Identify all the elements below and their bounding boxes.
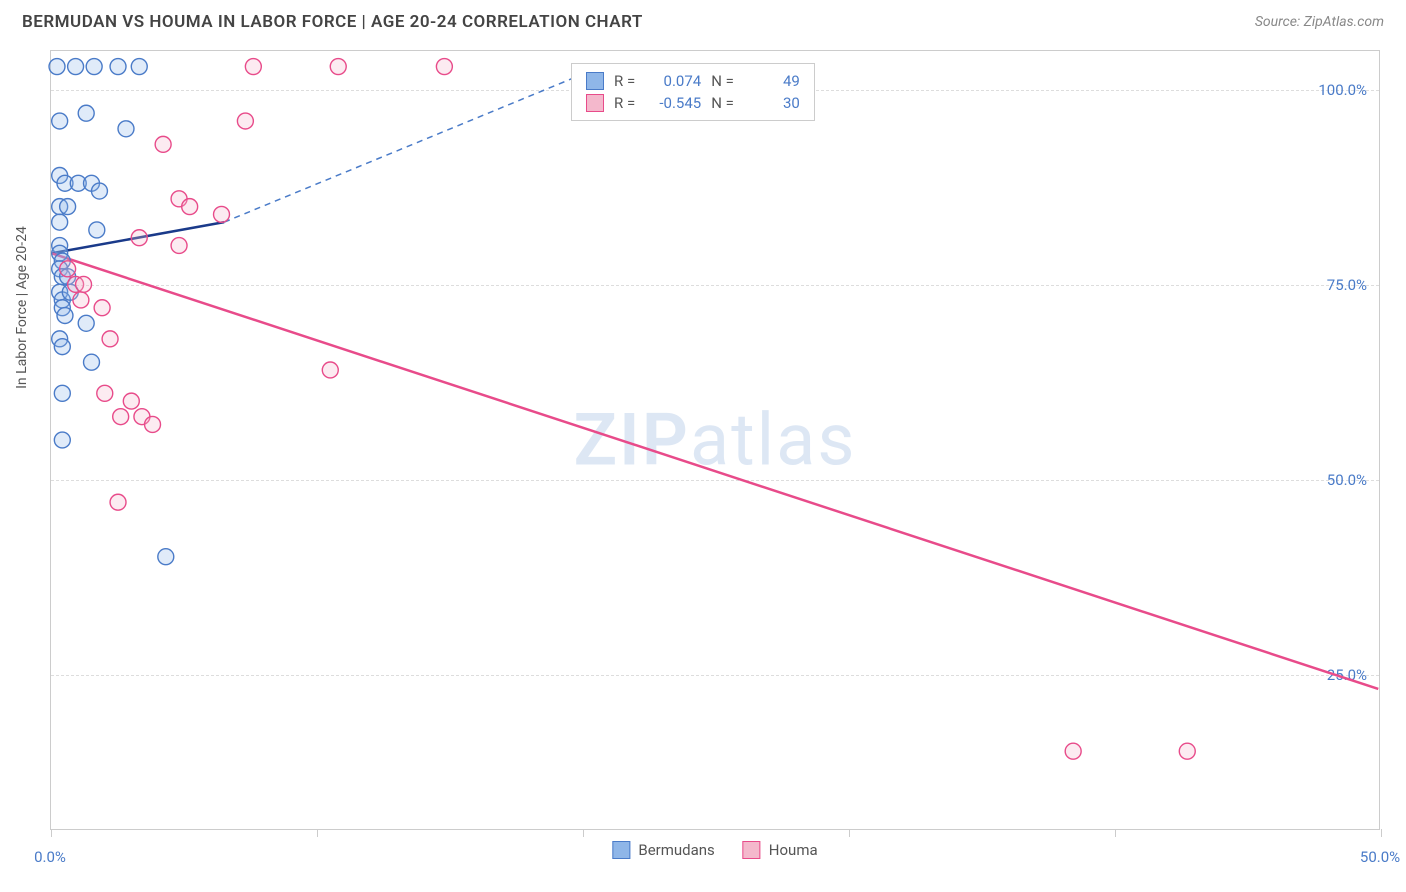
- data-point: [84, 354, 100, 370]
- trend-line: [52, 253, 1379, 689]
- data-point: [245, 59, 261, 75]
- data-point: [171, 238, 187, 254]
- data-point: [78, 105, 94, 121]
- data-point: [237, 113, 253, 129]
- x-tick-label: 50.0%: [1360, 848, 1400, 866]
- data-point: [322, 362, 338, 378]
- x-tick: [317, 829, 318, 837]
- data-point: [54, 339, 70, 355]
- data-point: [94, 300, 110, 316]
- r-value-bermudans: 0.074: [645, 72, 701, 90]
- data-point: [49, 59, 65, 75]
- trend-line-dashed: [224, 74, 582, 222]
- data-point: [54, 432, 70, 448]
- legend-item-houma: Houma: [743, 841, 818, 859]
- legend-row-bermudans: R = 0.074 N = 49: [586, 70, 800, 92]
- n-value-houma: 30: [744, 94, 800, 112]
- data-point: [86, 59, 102, 75]
- data-point: [102, 331, 118, 347]
- data-point: [214, 206, 230, 222]
- chart-title: BERMUDAN VS HOUMA IN LABOR FORCE | AGE 2…: [22, 12, 643, 32]
- x-tick: [1115, 829, 1116, 837]
- n-value-bermudans: 49: [744, 72, 800, 90]
- data-point: [54, 385, 70, 401]
- data-point: [73, 292, 89, 308]
- data-point: [110, 59, 126, 75]
- data-point: [68, 59, 84, 75]
- x-tick: [583, 829, 584, 837]
- data-point: [52, 214, 68, 230]
- data-point: [78, 315, 94, 331]
- data-point: [89, 222, 105, 238]
- data-point: [131, 59, 147, 75]
- data-point: [113, 409, 129, 425]
- swatch-icon: [612, 841, 630, 859]
- data-point: [1179, 743, 1195, 759]
- data-point: [145, 416, 161, 432]
- data-point: [155, 136, 171, 152]
- chart-plot-area: ZIPatlas 25.0%50.0%75.0%100.0% R = 0.074…: [50, 50, 1380, 830]
- data-point: [436, 59, 452, 75]
- data-point: [131, 230, 147, 246]
- data-point: [182, 199, 198, 215]
- data-point: [118, 121, 134, 137]
- swatch-houma: [586, 94, 604, 112]
- legend-item-bermudans: Bermudans: [612, 841, 714, 859]
- swatch-icon: [743, 841, 761, 859]
- data-point: [1065, 743, 1081, 759]
- x-tick: [51, 829, 52, 837]
- data-point: [60, 261, 76, 277]
- data-point: [52, 113, 68, 129]
- y-axis-label: In Labor Force | Age 20-24: [14, 226, 30, 389]
- data-point: [330, 59, 346, 75]
- data-point: [123, 393, 139, 409]
- data-point: [60, 199, 76, 215]
- x-tick-label: 0.0%: [34, 848, 66, 866]
- r-value-houma: -0.545: [645, 94, 701, 112]
- data-point: [76, 276, 92, 292]
- legend-row-houma: R = -0.545 N = 30: [586, 92, 800, 114]
- data-point: [97, 385, 113, 401]
- source-label: Source: ZipAtlas.com: [1255, 14, 1384, 30]
- swatch-bermudans: [586, 72, 604, 90]
- series-legend: Bermudans Houma: [612, 841, 817, 859]
- data-point: [110, 494, 126, 510]
- data-point: [91, 183, 107, 199]
- chart-header: BERMUDAN VS HOUMA IN LABOR FORCE | AGE 2…: [0, 0, 1406, 42]
- data-point: [57, 308, 73, 324]
- correlation-legend: R = 0.074 N = 49 R = -0.545 N = 30: [571, 63, 815, 121]
- x-tick: [1381, 829, 1382, 837]
- x-tick: [849, 829, 850, 837]
- data-point: [158, 549, 174, 565]
- scatter-svg: [51, 51, 1379, 829]
